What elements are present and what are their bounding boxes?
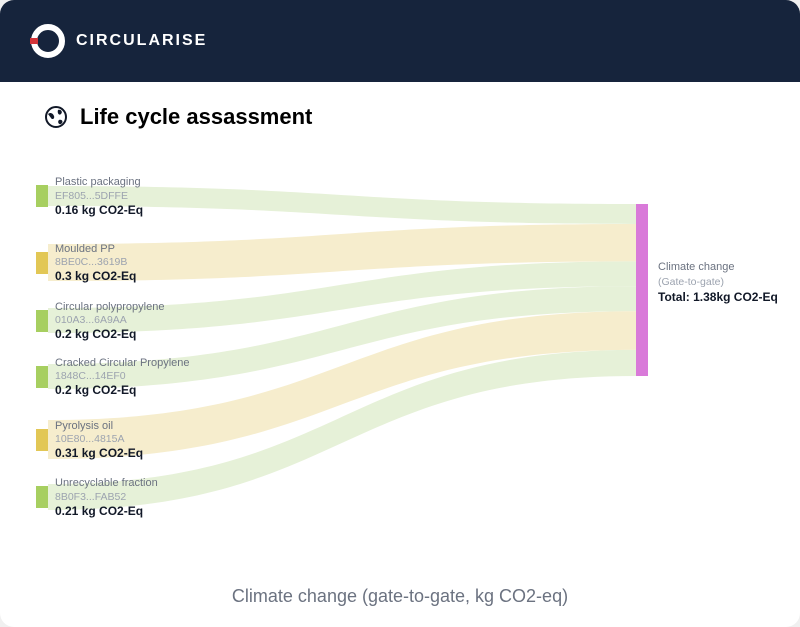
target-label: Climate change(Gate-to-gate)Total: 1.38k…	[658, 260, 778, 305]
source-swatch	[36, 185, 48, 207]
chart-caption: Climate change (gate-to-gate, kg CO2-eq)	[0, 586, 800, 607]
page-title: Life cycle assassment	[80, 104, 312, 130]
source-name: Moulded PP	[55, 243, 275, 257]
brand-name: CIRCULARISE	[76, 32, 207, 50]
target-subtitle: (Gate-to-gate)	[658, 275, 778, 289]
source-name: Circular polypropylene	[55, 301, 275, 315]
app-header: CIRCULARISE	[0, 0, 800, 82]
globe-icon	[44, 105, 68, 129]
source-name: Cracked Circular Propylene	[55, 357, 275, 371]
brand-logo: CIRCULARISE	[30, 23, 207, 59]
source-swatch	[36, 486, 48, 508]
source-label: Plastic packagingEF805...5DFFE0.16 kg CO…	[55, 176, 275, 218]
source-label: Unrecyclable fraction8B0F3...FAB520.21 k…	[55, 477, 275, 519]
source-name: Unrecyclable fraction	[55, 477, 275, 491]
source-value: 0.16 kg CO2-Eq	[55, 203, 275, 218]
target-total: Total: 1.38kg CO2-Eq	[658, 289, 778, 305]
source-value: 0.3 kg CO2-Eq	[55, 269, 275, 284]
page-title-row: Life cycle assassment	[0, 82, 800, 140]
source-code: 1848C...14EF0	[55, 370, 275, 383]
source-name: Plastic packaging	[55, 176, 275, 190]
source-label: Moulded PP8BE0C...3619B0.3 kg CO2-Eq	[55, 243, 275, 285]
sankey-target-bar	[636, 204, 648, 376]
target-title: Climate change	[658, 260, 778, 275]
source-swatch	[36, 366, 48, 388]
source-swatch	[36, 429, 48, 451]
source-value: 0.31 kg CO2-Eq	[55, 446, 275, 461]
source-swatch	[36, 252, 48, 274]
logo-ring-icon	[30, 23, 66, 59]
sankey-chart: Plastic packagingEF805...5DFFE0.16 kg CO…	[0, 140, 800, 560]
source-swatch	[36, 310, 48, 332]
source-code: EF805...5DFFE	[55, 190, 275, 203]
source-value: 0.21 kg CO2-Eq	[55, 504, 275, 519]
source-code: 10E80...4815A	[55, 433, 275, 446]
source-label: Circular polypropylene010A3...6A9AA0.2 k…	[55, 301, 275, 343]
source-label: Pyrolysis oil10E80...4815A0.31 kg CO2-Eq	[55, 420, 275, 462]
source-code: 010A3...6A9AA	[55, 314, 275, 327]
source-code: 8BE0C...3619B	[55, 256, 275, 269]
lca-card: CIRCULARISE Life cycle assassment Plasti…	[0, 0, 800, 627]
source-value: 0.2 kg CO2-Eq	[55, 327, 275, 342]
source-code: 8B0F3...FAB52	[55, 491, 275, 504]
source-value: 0.2 kg CO2-Eq	[55, 383, 275, 398]
source-name: Pyrolysis oil	[55, 420, 275, 434]
source-label: Cracked Circular Propylene1848C...14EF00…	[55, 357, 275, 399]
